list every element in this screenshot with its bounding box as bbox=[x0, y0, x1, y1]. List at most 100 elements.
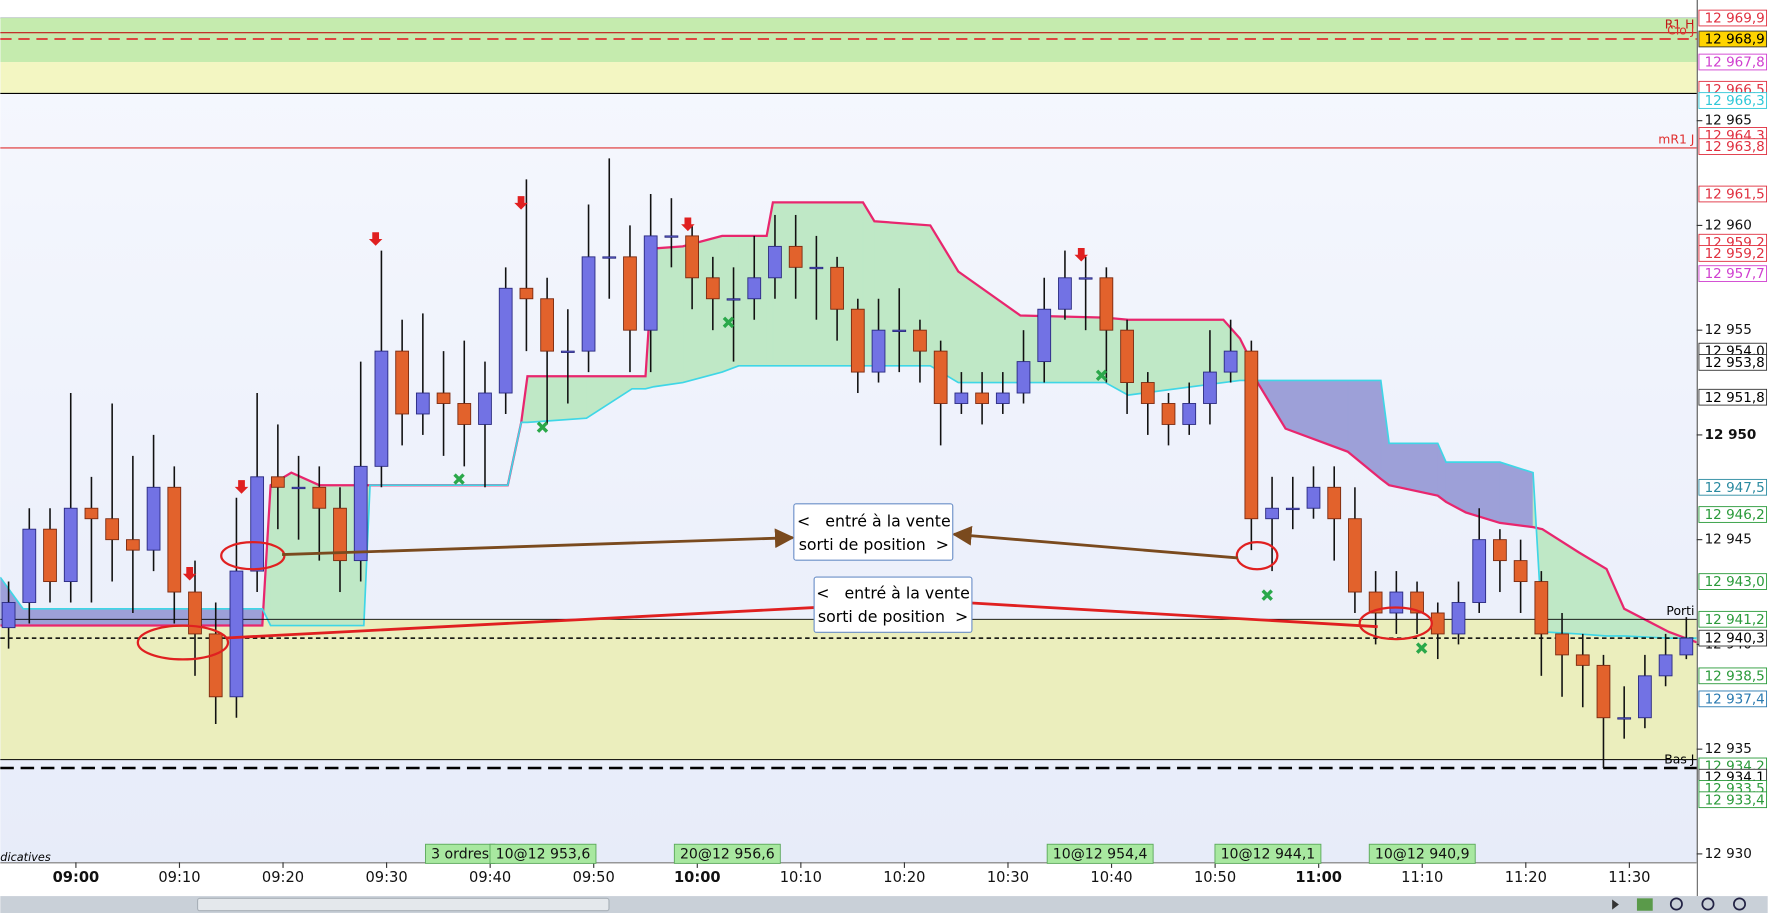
candle-body bbox=[1348, 518, 1362, 593]
price-level-label: 12 969,9 bbox=[1705, 11, 1765, 27]
x-tick-label: 10:40 bbox=[1090, 869, 1132, 886]
y-tick-label: 12 960 bbox=[1705, 217, 1752, 233]
x-tick-label: 09:10 bbox=[158, 869, 200, 886]
level-line-label: R1 H bbox=[1665, 16, 1695, 31]
x-tick-label: 09:30 bbox=[365, 869, 407, 886]
exit-mark bbox=[1261, 589, 1273, 601]
price-level-label: 12 967,8 bbox=[1705, 55, 1765, 71]
highlight-ellipse bbox=[136, 624, 230, 661]
price-level-box bbox=[1698, 388, 1768, 406]
cloud-fill bbox=[721, 235, 740, 373]
x-tick-label: 11:20 bbox=[1505, 869, 1547, 886]
candle-body bbox=[1223, 350, 1238, 373]
order-label: 10@12 953,6 bbox=[496, 846, 591, 862]
candle-body bbox=[995, 392, 1010, 404]
candle-body bbox=[478, 392, 492, 425]
sell-arrow bbox=[368, 232, 383, 246]
annotation-arrow bbox=[282, 528, 795, 556]
candle-body bbox=[1306, 486, 1321, 509]
candle-body bbox=[892, 329, 907, 332]
level-line-label: Bas J bbox=[1664, 752, 1694, 767]
order-label: 3 ordres bbox=[431, 846, 489, 862]
annotation-arrow bbox=[225, 606, 815, 640]
sell-arrow bbox=[514, 196, 528, 210]
exit-mark bbox=[453, 473, 465, 485]
candle-body bbox=[250, 476, 265, 572]
candle-body bbox=[1368, 591, 1383, 614]
price-level-label: 12 940,3 bbox=[1705, 631, 1765, 647]
order-label: 10@12 944,1 bbox=[1221, 846, 1316, 862]
candle-body bbox=[1430, 612, 1445, 635]
candle-body bbox=[1472, 539, 1487, 603]
candle-body bbox=[1679, 637, 1694, 656]
candle-body bbox=[353, 465, 368, 562]
candle-body bbox=[415, 392, 430, 415]
candle-body bbox=[270, 476, 285, 488]
exit-mark bbox=[536, 421, 549, 433]
y-tick-label: 12 965 bbox=[1705, 113, 1752, 129]
price-level-box bbox=[1698, 610, 1768, 628]
order-badge bbox=[1368, 843, 1476, 864]
price-level-box bbox=[1698, 506, 1768, 523]
candle-body bbox=[871, 329, 886, 373]
candle-body bbox=[1037, 308, 1052, 363]
candle-body bbox=[1534, 581, 1549, 635]
price-level-label: 12 938,5 bbox=[1705, 668, 1765, 684]
candle-body bbox=[747, 277, 762, 300]
candle-body bbox=[602, 256, 617, 259]
candle-body bbox=[1513, 560, 1528, 583]
candle-body bbox=[105, 518, 120, 541]
x-tick-label: 09:20 bbox=[262, 869, 304, 886]
price-level-box bbox=[1698, 245, 1768, 262]
annotation-box bbox=[793, 503, 954, 561]
level-line-label: mR1 J bbox=[1658, 132, 1694, 147]
price-level-box bbox=[1698, 138, 1768, 155]
zone bbox=[0, 619, 1697, 760]
y-tick-label: 12 945 bbox=[1705, 532, 1752, 548]
candle-body bbox=[1182, 403, 1197, 425]
scroll-right-button[interactable] bbox=[1612, 899, 1619, 910]
zoom-out-icon[interactable] bbox=[1701, 897, 1715, 911]
toolbar bbox=[0, 896, 1768, 913]
order-badge bbox=[1214, 843, 1322, 864]
order-badge bbox=[1046, 843, 1154, 864]
annotation-text: sorti de position > bbox=[799, 535, 949, 554]
candle-body bbox=[788, 245, 803, 268]
annotations: < entré à la vente sorti de position > <… bbox=[136, 503, 1433, 661]
candle-body bbox=[850, 308, 865, 373]
scrollbar-thumb[interactable] bbox=[196, 897, 610, 912]
candle-body bbox=[457, 403, 472, 425]
sell-arrow bbox=[182, 566, 197, 581]
cloud-fill bbox=[738, 235, 768, 367]
price-level-label: 12 943,0 bbox=[1705, 574, 1765, 590]
candle-body bbox=[125, 539, 140, 551]
candle-body bbox=[63, 507, 78, 583]
price-level-label: 12 963,8 bbox=[1705, 139, 1765, 155]
cloud-fill bbox=[631, 375, 646, 390]
candle-body bbox=[768, 245, 782, 279]
zoom-in-icon[interactable] bbox=[1733, 897, 1746, 911]
price-level-box bbox=[1698, 573, 1768, 590]
price-level-box bbox=[1698, 629, 1768, 647]
price-level-label: 12 946,2 bbox=[1705, 507, 1765, 523]
candle-body bbox=[1410, 591, 1424, 614]
cloud-fill bbox=[22, 608, 263, 626]
candle-body bbox=[1658, 654, 1673, 677]
candle-body bbox=[312, 486, 327, 509]
toolbar-icon[interactable] bbox=[1636, 898, 1653, 911]
candle-body bbox=[1617, 717, 1632, 720]
price-level-box bbox=[1698, 791, 1768, 809]
annotation-box bbox=[813, 576, 973, 633]
candle-body bbox=[43, 528, 57, 583]
candle-body bbox=[954, 392, 969, 404]
signals-layer bbox=[182, 196, 1428, 654]
exit-marks bbox=[453, 316, 1428, 654]
highlight-ellipse bbox=[1358, 606, 1433, 641]
x-tick-label: 10:00 bbox=[674, 869, 721, 886]
candle-body bbox=[1016, 361, 1031, 394]
zoom-icon[interactable] bbox=[1669, 897, 1683, 911]
candle-body bbox=[1099, 277, 1114, 331]
x-tick-label: 11:10 bbox=[1401, 869, 1443, 886]
price-level-box bbox=[1698, 185, 1768, 203]
candle-body bbox=[685, 235, 699, 279]
